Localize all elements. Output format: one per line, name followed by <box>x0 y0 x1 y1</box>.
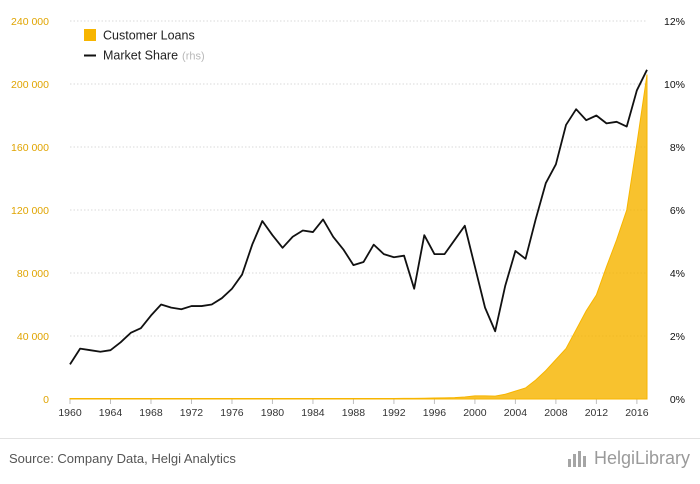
x-tick-label: 1976 <box>220 407 244 419</box>
right-tick-label: 10% <box>664 79 685 91</box>
x-tick-label: 2016 <box>625 407 649 419</box>
source-note: Source: Company Data, Helgi Analytics <box>9 451 236 466</box>
customer-loans-area <box>69 74 648 400</box>
legend: Customer Loans Market Share (rhs) <box>84 29 205 63</box>
x-tick-label: 1988 <box>342 407 366 419</box>
left-tick-label: 120 000 <box>11 205 49 217</box>
left-tick-label: 240 000 <box>11 16 49 28</box>
x-tick-label: 2008 <box>544 407 568 419</box>
left-axis: 0 40 000 80 000 120 000 160 000 200 000 240 00… <box>11 16 49 406</box>
right-tick-label: 6% <box>670 205 685 217</box>
market-share-line <box>69 69 648 365</box>
legend-market-share-name: Market Share <box>103 49 178 63</box>
x-tick-label: 2012 <box>585 407 609 419</box>
footer: Source: Company Data, Helgi Analytics He… <box>0 438 700 484</box>
right-tick-label: 8% <box>670 142 685 154</box>
gridlines <box>70 20 647 400</box>
x-tick-label: 1992 <box>382 407 406 419</box>
x-axis: 1960 1964 1968 1972 1976 1980 1984 1988 1992 1996… <box>58 399 649 419</box>
x-tick-label: 1972 <box>180 407 204 419</box>
right-axis: 0% 2% 4% 6% 8% 10% 12% <box>664 16 685 406</box>
right-tick-label: 2% <box>670 331 685 343</box>
legend-label-customer-loans: Customer Loans <box>103 29 195 43</box>
x-tick-label: 1968 <box>139 407 163 419</box>
legend-swatch-customer-loans <box>84 29 96 41</box>
right-tick-label: 0% <box>670 394 685 406</box>
x-tick-label: 2004 <box>504 407 528 419</box>
legend-label-market-share: Market Share (rhs) <box>103 49 205 63</box>
building-icon <box>567 450 590 467</box>
x-tick-label: 1960 <box>58 407 82 419</box>
x-tick-label: 1964 <box>99 407 123 419</box>
left-tick-label: 40 000 <box>17 331 49 343</box>
x-tick-label: 2000 <box>463 407 487 419</box>
x-tick-label: 1984 <box>301 407 325 419</box>
x-tick-label: 1996 <box>423 407 447 419</box>
plot-series <box>69 69 648 400</box>
right-tick-label: 4% <box>670 268 685 280</box>
brand-name: HelgiLibrary <box>593 448 690 468</box>
brand[interactable]: HelgiLibrary <box>567 448 690 469</box>
right-tick-label: 12% <box>664 16 685 28</box>
left-tick-label: 80 000 <box>17 268 49 280</box>
left-tick-label: 0 <box>43 394 49 406</box>
left-tick-label: 160 000 <box>11 142 49 154</box>
legend-market-share-suffix: (rhs) <box>182 51 205 63</box>
left-tick-label: 200 000 <box>11 79 49 91</box>
x-tick-label: 1980 <box>261 407 285 419</box>
